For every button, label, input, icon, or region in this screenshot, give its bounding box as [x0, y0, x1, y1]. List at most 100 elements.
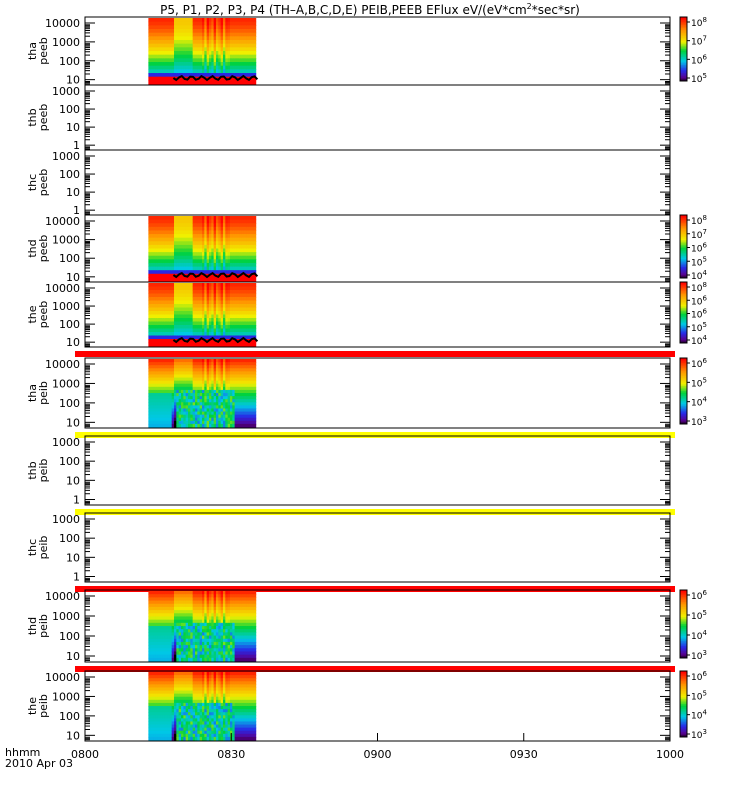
time-axis: 0800 0830 0900 0930 1000 [71, 733, 684, 761]
panel-thc-peeb: 1000 100 10 1 thcpeeb [26, 149, 671, 217]
data-quality-bar [75, 666, 675, 672]
y-tick-label: 1 [73, 139, 80, 152]
y-tick-label: 100 [59, 710, 80, 723]
y-tick-label: 10000 [45, 590, 80, 603]
panel-ylabel: thcpeeb [26, 169, 50, 197]
spectrogram-image [148, 672, 257, 741]
colorbar-label: 105 [691, 689, 707, 702]
colorbar-label: 105 [691, 376, 707, 389]
colorbar-label: 103 [691, 415, 707, 428]
y-tick-label: 100 [59, 55, 80, 68]
y-tick-label: 1 [73, 204, 80, 217]
y-tick-label: 10000 [45, 358, 80, 371]
y-tick-label: 100 [59, 252, 80, 265]
data-quality-bar [75, 432, 675, 438]
panel-stack: 10000100010010thapeeb1081071061051000100… [26, 16, 707, 742]
y-tick-label: 10 [66, 729, 80, 742]
colorbar-label: 106 [691, 670, 707, 683]
colorbar-label: 104 [691, 629, 707, 642]
y-tick-label: 1000 [52, 436, 80, 449]
data-quality-bar [75, 509, 675, 515]
colorbar-label: 108 [691, 214, 707, 227]
panel-ylabel: thbpeeb [26, 104, 50, 132]
colorbar-label: 105 [691, 321, 707, 334]
colorbar-label: 105 [691, 72, 707, 85]
spectrogram-image [148, 283, 257, 347]
colorbar-label: 106 [691, 308, 707, 321]
colorbar-label: 106 [691, 53, 707, 66]
x-tick-label: 0800 [71, 748, 99, 761]
y-tick-label: 10 [66, 551, 80, 564]
colorbar-label: 104 [691, 334, 707, 347]
date-label: 2010 Apr 03 [5, 757, 73, 770]
chart-title: P5, P1, P2, P3, P4 (TH–A,B,C,D,E) PEIB,P… [160, 2, 580, 17]
x-tick-label: 0830 [217, 748, 245, 761]
x-tick-label: 0900 [364, 748, 392, 761]
panel-ylabel: thdpeeb [26, 235, 50, 263]
y-tick-label: 1000 [52, 513, 80, 526]
spectrogram-image [148, 18, 257, 85]
x-tick-label: 1000 [656, 748, 684, 761]
panel-thb-peib: 1000 100 10 1 thbpeib [26, 435, 675, 515]
colorbar-label: 107 [691, 228, 707, 241]
panel-thc-peib: 1000 100 10 1 thcpeib [26, 512, 675, 592]
colorbar-label: 105 [691, 609, 707, 622]
y-tick-label: 10 [66, 650, 80, 663]
y-tick-label: 10 [66, 121, 80, 134]
y-tick-label: 10 [66, 416, 80, 429]
panel-thc-peeb: 10000 1000 100 10 thapeeb 108 107 106 105 [26, 16, 707, 87]
colorbar: 108 107 106 105 [679, 16, 707, 85]
y-tick-label: 1000 [52, 36, 80, 49]
y-tick-label: 10000 [45, 17, 80, 30]
panel-thb-peeb: 1000 100 10 1 thbpeeb [26, 84, 671, 152]
panel-tha-peib: 10000 1000 100 10 thapeib 106 105 104 103 [26, 357, 707, 438]
y-tick-label: 100 [59, 103, 80, 116]
data-quality-bar [75, 351, 675, 357]
colorbar-label: 103 [691, 728, 707, 741]
spacecraft-potential-trace [172, 271, 259, 279]
y-tick-label: 100 [59, 630, 80, 643]
panel-ylabel: thepeib [26, 694, 50, 718]
y-tick-label: 100 [59, 318, 80, 331]
y-tick-label: 10000 [45, 671, 80, 684]
panel-ylabel: thdpeib [26, 614, 50, 638]
colorbar-label: 106 [691, 242, 707, 255]
panel-frame [84, 435, 671, 506]
panel-ylabel: thepeeb [26, 301, 50, 329]
time-axis-label: hhmm [5, 746, 40, 759]
colorbar-label: 106 [691, 357, 707, 370]
y-tick-label: 10 [66, 474, 80, 487]
panel-ylabel: thcpeib [26, 536, 50, 560]
colorbar: 106 105 104 103 [679, 589, 707, 662]
y-tick-label: 100 [59, 397, 80, 410]
y-tick-label: 10000 [45, 282, 80, 295]
panel-frame [84, 149, 671, 216]
spacecraft-potential-trace [172, 74, 259, 82]
y-tick-label: 1000 [52, 234, 80, 247]
data-quality-bar [75, 586, 675, 592]
spectrogram-image [148, 591, 257, 662]
colorbar-label: 108 [691, 281, 707, 294]
y-tick-label: 10 [66, 186, 80, 199]
colorbar-label: 107 [691, 35, 707, 48]
colorbar-label: 104 [691, 396, 707, 409]
panel-frame [84, 512, 671, 583]
colorbar-label: 106 [691, 589, 707, 602]
panel-the-peib: 10000 1000 100 10 thepeib 106 105 104 103 [26, 670, 707, 742]
y-tick-label: 1000 [52, 85, 80, 98]
spectrogram-image [148, 359, 257, 428]
panel-thd-peib: 10000 1000 100 10 thdpeib 106 105 104 103 [26, 589, 707, 672]
y-tick-label: 10 [66, 336, 80, 349]
colorbar-label: 105 [691, 255, 707, 268]
colorbar: 106 105 104 103 [679, 670, 707, 741]
y-tick-label: 1000 [52, 300, 80, 313]
x-tick-label: 0930 [510, 748, 538, 761]
y-tick-label: 1000 [52, 610, 80, 623]
colorbar-label: 104 [691, 269, 707, 282]
panel-frame [84, 357, 671, 429]
colorbar: 106 105 104 103 [679, 357, 707, 428]
y-tick-label: 10 [66, 74, 80, 87]
